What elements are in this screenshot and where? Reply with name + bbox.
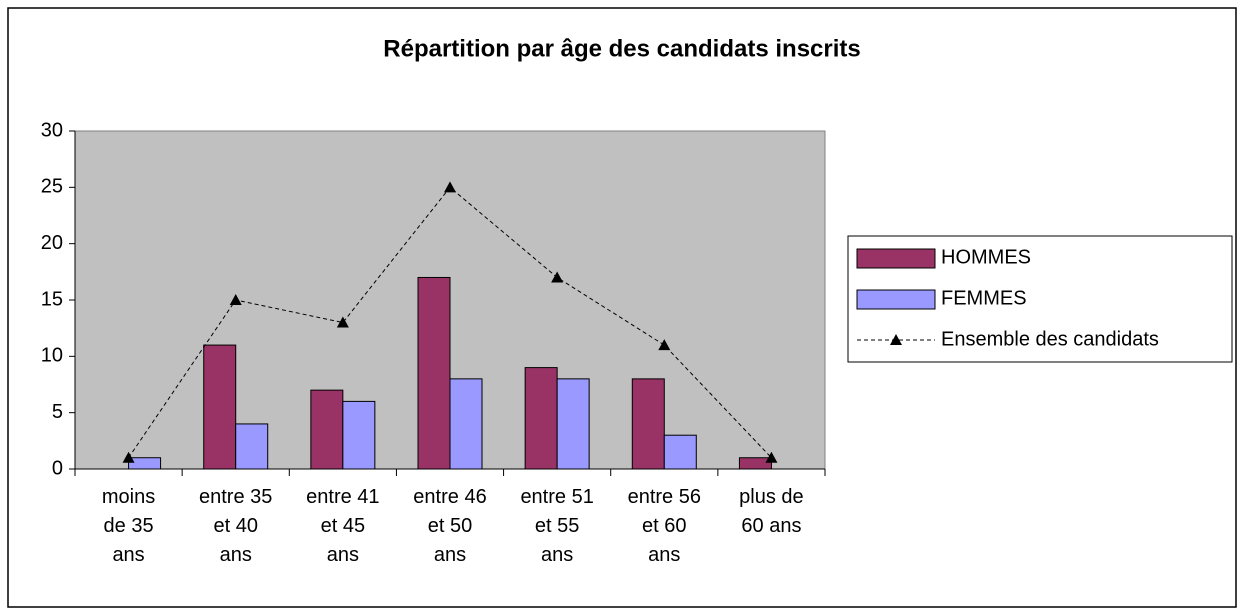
y-tick-label: 10 [41, 345, 63, 367]
legend-label: FEMMES [941, 287, 1027, 309]
y-tick-label: 5 [52, 401, 63, 423]
bar [342, 400, 376, 470]
line-marker [765, 451, 778, 463]
y-tick-label: 25 [41, 176, 63, 198]
bar [738, 457, 772, 470]
legend-swatch [856, 289, 936, 310]
line-marker [122, 451, 135, 463]
x-tick-label: entre 41 et 45 ans [306, 486, 380, 566]
y-tick-label: 15 [41, 288, 63, 310]
x-tick-label: entre 56 et 60 ans [627, 486, 701, 566]
legend-swatch [856, 248, 936, 269]
bar [631, 378, 665, 470]
line-marker [890, 334, 902, 345]
bar [128, 457, 162, 470]
line-marker [444, 181, 456, 193]
bar [310, 389, 344, 470]
chart-title: Répartition par âge des candidats inscri… [383, 35, 860, 62]
y-tick-label: 30 [41, 119, 63, 141]
x-tick-label: entre 35 et 40 ans [199, 486, 273, 566]
bar [417, 276, 451, 470]
x-tick-label: plus de 60 ans [739, 486, 804, 537]
x-tick-label: entre 46 et 50 ans [413, 486, 487, 566]
bar [524, 367, 558, 470]
bar [556, 378, 590, 470]
line-marker [229, 294, 242, 305]
line-marker [336, 316, 349, 328]
y-tick-label: 20 [41, 232, 63, 254]
y-tick-label: 0 [52, 457, 63, 479]
line-marker [658, 339, 671, 351]
bar [203, 344, 237, 470]
bar [663, 434, 697, 470]
bar [235, 423, 269, 470]
x-tick-label: moins de 35 ans [101, 486, 156, 566]
x-tick-label: entre 51 et 55 ans [520, 486, 594, 566]
legend-label: HOMMES [941, 246, 1031, 268]
line-marker [551, 271, 564, 283]
bar [449, 378, 483, 470]
legend-label: Ensemble des candidats [941, 328, 1159, 350]
